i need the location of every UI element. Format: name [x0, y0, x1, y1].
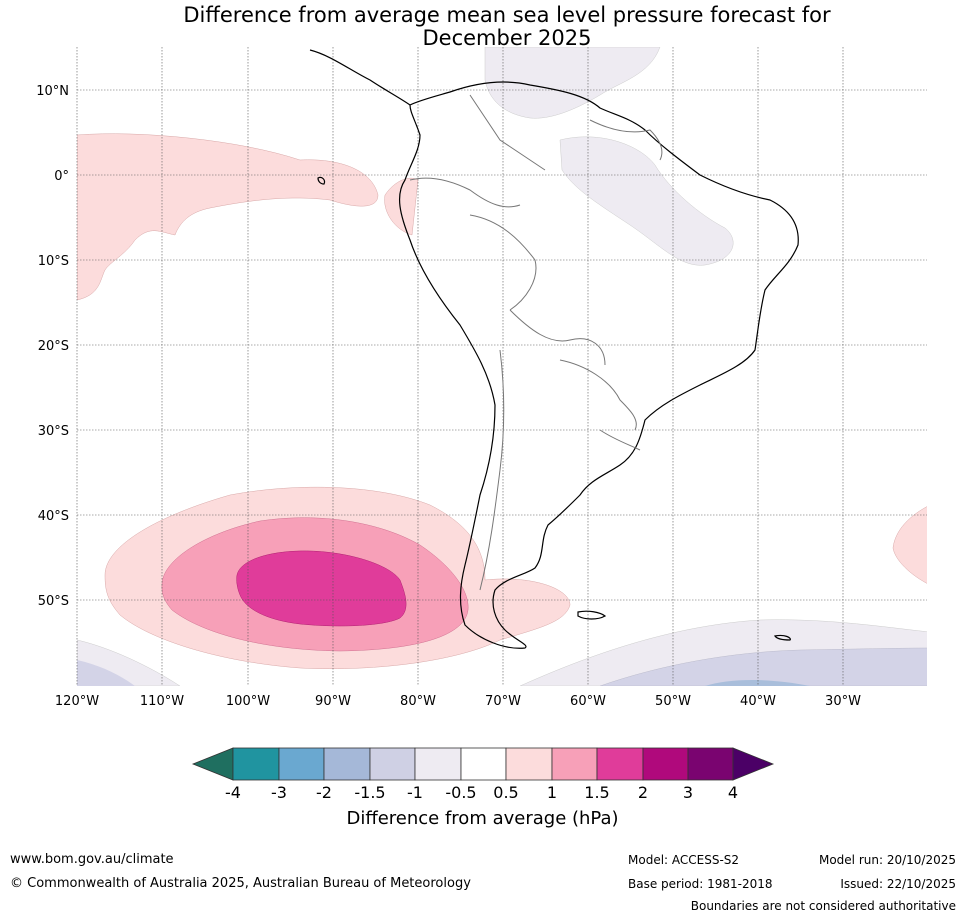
anomaly-shading	[77, 47, 927, 686]
colorbar-tick-label: 1.5	[584, 783, 609, 802]
lon-label: 80°W	[400, 694, 436, 709]
lat-label: 50°S	[38, 594, 69, 609]
colorbar-tick-label: 1	[547, 783, 557, 802]
colorbar-segment	[505, 747, 553, 781]
title-line-1: Difference from average mean sea level p…	[183, 3, 831, 27]
lat-label: 10°N	[36, 84, 69, 99]
coastlines	[309, 49, 799, 649]
colorbar-segment	[414, 747, 462, 781]
anomaly-equatorial-pink	[77, 133, 379, 301]
lat-label: 0°	[54, 169, 69, 184]
lon-label: 70°W	[485, 694, 521, 709]
colorbar-tick-label: -0.5	[445, 783, 476, 802]
longitude-labels: 120°W 110°W 100°W 90°W 80°W 70°W 60°W 50…	[55, 694, 861, 709]
colorbar-tick-label: -4	[225, 783, 241, 802]
central-america-coastline	[309, 49, 411, 106]
website-link[interactable]: www.bom.gov.au/climate	[10, 852, 174, 867]
model-run-date: Model run: 20/10/2025	[818, 853, 956, 867]
lon-label: 40°W	[740, 694, 776, 709]
border-colombia-venezuela	[469, 94, 546, 171]
south-america-coastline	[399, 81, 799, 649]
anomaly-band-neg-blue	[705, 680, 810, 686]
border-ecuador-peru	[409, 177, 521, 208]
boundaries-disclaimer: Boundaries are not considered authoritat…	[690, 899, 956, 913]
copyright-text: © Commonwealth of Australia 2025, Austra…	[10, 876, 471, 891]
title-line-2: December 2025	[422, 26, 592, 50]
anomaly-pacific-pos-2	[236, 550, 407, 627]
colorbar-segment	[232, 747, 280, 781]
model-name: Model: ACCESS-S2	[628, 853, 740, 867]
anomaly-east-pink	[892, 506, 927, 584]
colorbar-tick-label: -2	[316, 783, 332, 802]
colorbar-segment	[323, 747, 371, 781]
colorbar-segment	[551, 747, 598, 781]
galapagos-islands	[317, 176, 326, 185]
lat-label: 10°S	[38, 254, 69, 269]
colorbar-segment	[460, 747, 507, 781]
border-guianas	[589, 119, 663, 161]
colorbar-segment	[369, 747, 416, 781]
colorbar-tick-label: 0.5	[493, 783, 518, 802]
colorbar	[191, 747, 775, 781]
colorbar-ticks: -4 -3 -2 -1.5 -1 -0.5 0.5 1 1.5 2 3 4	[225, 783, 738, 802]
lon-label: 100°W	[226, 694, 270, 709]
colorbar-segment	[596, 747, 644, 781]
colorbar-segment	[278, 747, 325, 781]
border-bolivia	[509, 309, 606, 366]
anomaly-peru-pink	[384, 177, 419, 236]
anomaly-band-neg-mid	[599, 647, 927, 686]
anomaly-amazon-lilac	[559, 136, 734, 266]
border-peru-brazil	[469, 214, 537, 311]
colorbar-segment	[642, 747, 689, 781]
colorbar-tick-label: 2	[638, 783, 648, 802]
lat-label: 40°S	[38, 509, 69, 524]
issued-date: Issued: 22/10/2025	[840, 877, 956, 891]
lat-label: 20°S	[38, 339, 69, 354]
lon-label: 60°W	[570, 694, 606, 709]
map-title: Difference from average mean sea level p…	[0, 4, 965, 50]
anomaly-north-lilac	[484, 47, 661, 119]
lon-label: 110°W	[140, 694, 184, 709]
colorbar-max-arrow	[732, 747, 775, 781]
colorbar-tick-label: -1	[407, 783, 423, 802]
lon-label: 90°W	[315, 694, 351, 709]
lon-label: 30°W	[825, 694, 861, 709]
latitude-labels: 10°N 0° 10°S 20°S 30°S 40°S 50°S	[36, 84, 69, 609]
graticule	[76, 47, 927, 686]
colorbar-tick-label: -3	[271, 783, 287, 802]
country-borders	[409, 94, 663, 591]
border-uruguay	[599, 429, 641, 451]
border-chile-argentina	[479, 349, 505, 591]
lon-label: 120°W	[55, 694, 99, 709]
falkland-islands	[577, 610, 607, 620]
colorbar-tick-label: 4	[728, 783, 738, 802]
colorbar-tick-label: -1.5	[354, 783, 385, 802]
colorbar-segment	[687, 747, 734, 781]
lat-label: 30°S	[38, 424, 69, 439]
lon-label: 50°W	[655, 694, 691, 709]
base-period: Base period: 1981-2018	[628, 877, 773, 891]
colorbar-tick-label: 3	[683, 783, 693, 802]
colorbar-label: Difference from average (hPa)	[346, 808, 619, 829]
anomaly-band-neg-sw-mid	[77, 660, 135, 686]
south-georgia	[774, 634, 791, 641]
colorbar-min-arrow	[191, 747, 234, 781]
border-paraguay	[559, 359, 637, 431]
